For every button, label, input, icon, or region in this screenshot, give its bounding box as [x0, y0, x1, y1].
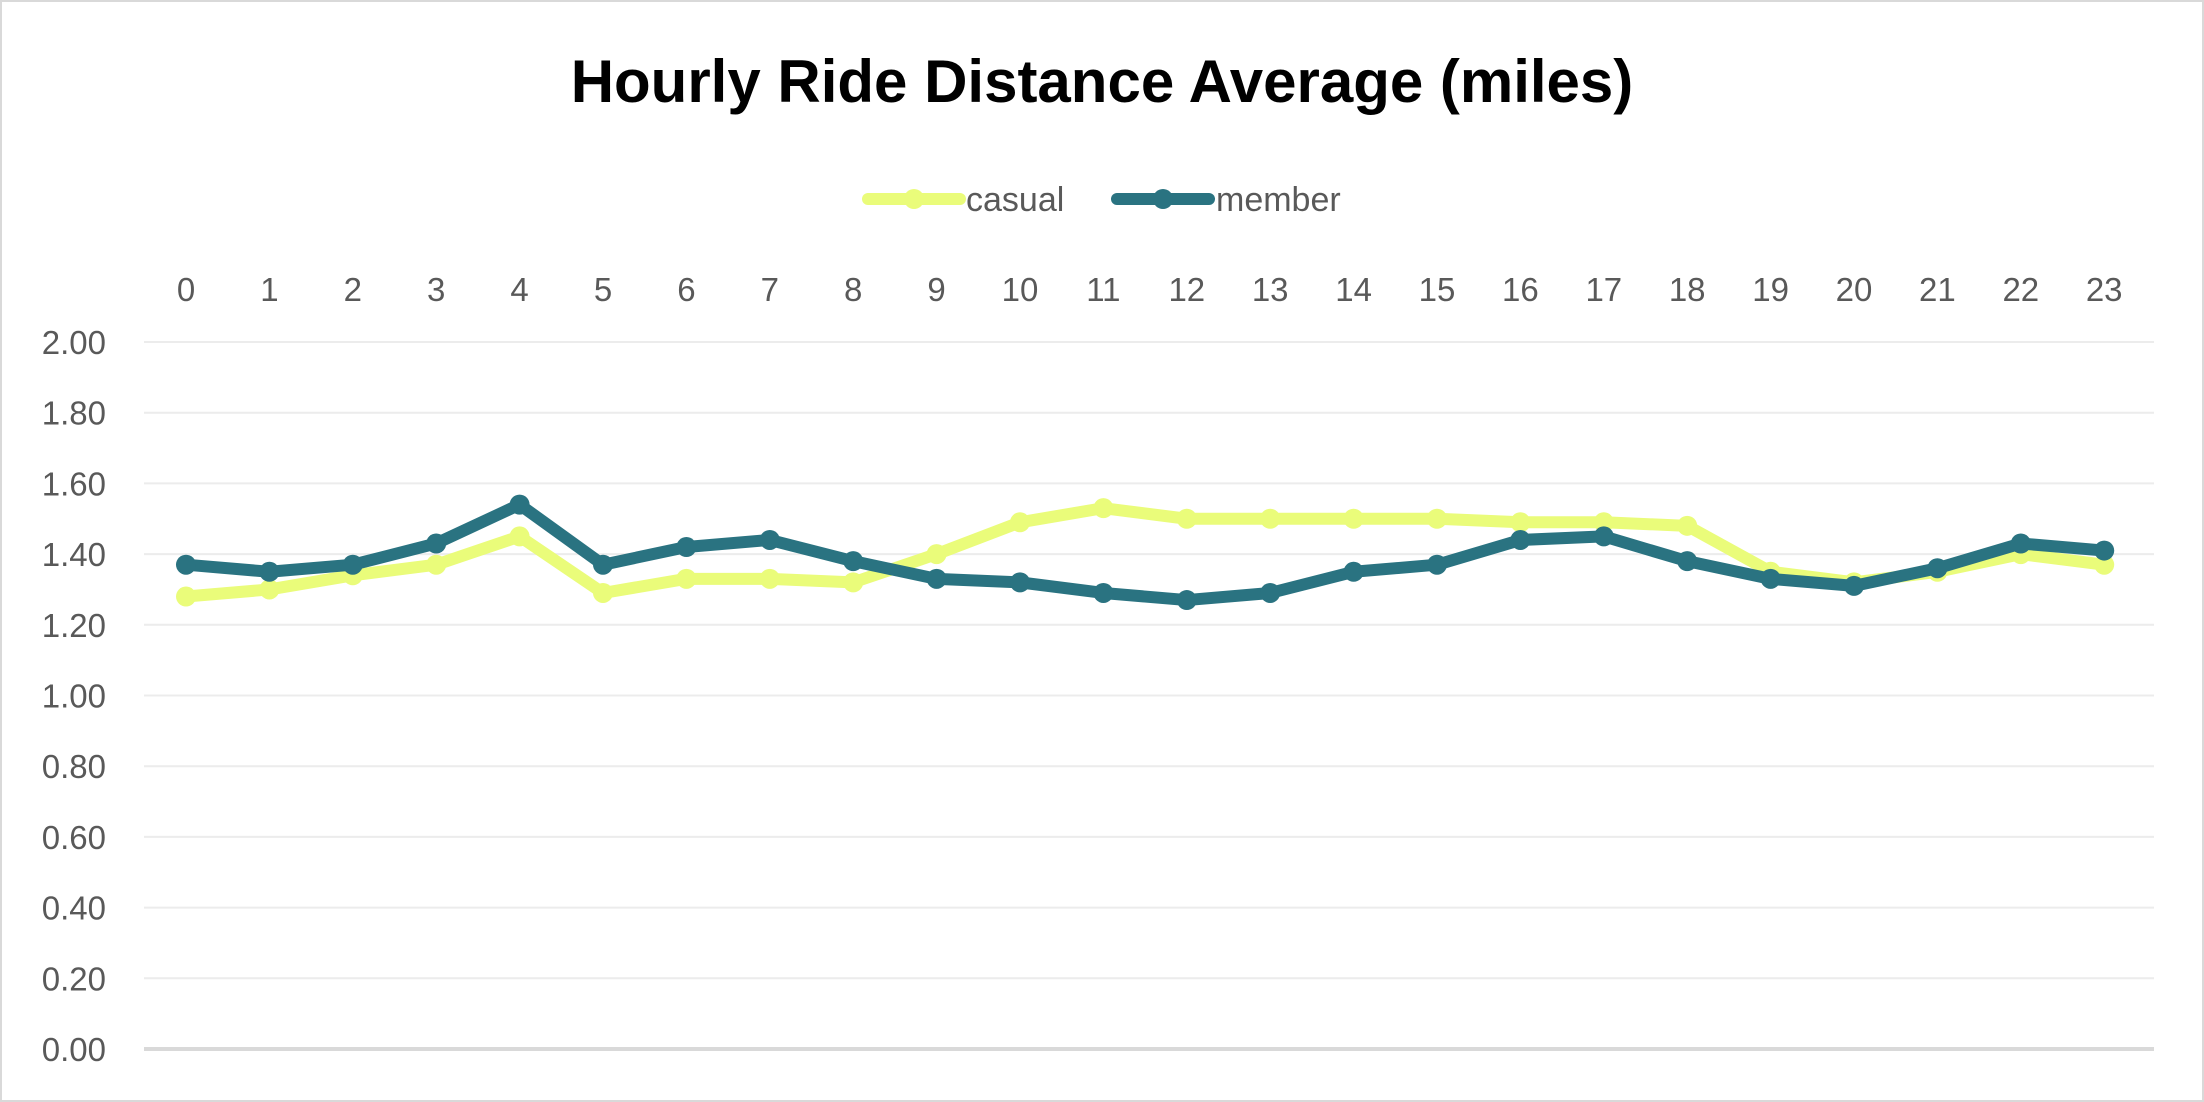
- y-tick-label: 0.40: [42, 890, 106, 927]
- data-point-member: [1427, 554, 1447, 575]
- data-point-member: [176, 554, 196, 575]
- legend-item-casual: casual: [862, 181, 1064, 219]
- legend-label: member: [1216, 181, 1341, 219]
- data-point-member: [1510, 529, 1531, 550]
- data-point-member: [1760, 568, 1781, 589]
- data-point-casual: [843, 572, 864, 593]
- data-point-casual: [1260, 508, 1281, 529]
- x-tick-label: 11: [1086, 271, 1120, 308]
- x-tick-label: 23: [2086, 271, 2123, 308]
- data-point-member: [342, 554, 363, 575]
- x-tick-label: 2: [344, 271, 362, 308]
- data-point-member: [1593, 526, 1614, 547]
- data-point-casual: [1093, 498, 1114, 519]
- data-point-casual: [2094, 554, 2115, 575]
- gridlines: [144, 341, 2154, 1051]
- data-point-member: [676, 537, 697, 558]
- x-tick-label: 16: [1502, 271, 1539, 308]
- data-point-member: [1176, 590, 1197, 611]
- data-point-casual: [509, 526, 530, 547]
- x-tick-label: 20: [1836, 271, 1873, 308]
- x-tick-label: 6: [677, 271, 695, 308]
- data-point-member: [509, 494, 530, 515]
- data-point-member: [1093, 582, 1114, 603]
- y-tick-label: 1.80: [42, 395, 106, 432]
- data-point-casual: [1677, 515, 1698, 536]
- x-tick-label: 5: [594, 271, 612, 308]
- x-axis: 0 1 2 3 4 5 6 7 8 9 10 11 12 13 14 15 16 17 18 19 20 21 22 23: [177, 271, 2123, 308]
- data-point-member: [1844, 575, 1864, 596]
- series-casual: [176, 498, 2115, 607]
- data-point-member: [1343, 561, 1364, 582]
- y-tick-label: 0.60: [42, 819, 106, 856]
- y-tick-label: 2.00: [42, 324, 106, 361]
- data-point-casual: [1593, 512, 1614, 533]
- data-point-casual: [676, 568, 697, 589]
- data-point-casual: [1427, 508, 1447, 529]
- y-tick-label: 1.60: [42, 465, 106, 502]
- x-tick-label: 1: [260, 271, 278, 308]
- x-tick-label: 13: [1252, 271, 1289, 308]
- data-point-member: [259, 561, 280, 582]
- data-point-member: [593, 554, 613, 575]
- data-point-member: [2010, 533, 2031, 554]
- series-line-member: [180, 498, 2111, 607]
- series-layer: [176, 494, 2115, 611]
- x-tick-label: 18: [1669, 271, 1706, 308]
- data-point-casual: [1343, 508, 1364, 529]
- data-point-casual: [759, 568, 780, 589]
- data-point-member: [926, 568, 947, 589]
- y-tick-label: 0.20: [42, 960, 106, 997]
- x-tick-label: 22: [2002, 271, 2039, 308]
- x-tick-label: 10: [1002, 271, 1039, 308]
- data-point-member: [2094, 540, 2115, 561]
- data-point-casual: [1510, 512, 1531, 533]
- data-point-casual: [1010, 512, 1030, 533]
- x-tick-label: 4: [510, 271, 528, 308]
- x-tick-label: 9: [927, 271, 945, 308]
- x-tick-label: 15: [1419, 271, 1456, 308]
- chart-title: Hourly Ride Distance Average (miles): [571, 48, 1634, 115]
- x-tick-label: 21: [1919, 271, 1956, 308]
- x-tick-label: 19: [1752, 271, 1789, 308]
- data-point-casual: [926, 544, 947, 565]
- data-point-member: [1010, 572, 1030, 593]
- series-member: [176, 494, 2115, 611]
- legend-swatch-marker: [904, 189, 924, 209]
- data-point-member: [1927, 558, 1948, 579]
- legend-swatch-marker: [1153, 189, 1173, 209]
- data-point-casual: [426, 554, 447, 575]
- data-point-member: [843, 551, 864, 572]
- x-tick-label: 0: [177, 271, 195, 308]
- x-tick-label: 7: [761, 271, 779, 308]
- legend-label: casual: [966, 181, 1064, 219]
- data-point-member: [1260, 582, 1281, 603]
- x-tick-label: 3: [427, 271, 445, 308]
- x-tick-label: 8: [844, 271, 862, 308]
- y-axis: 0.00 0.20 0.40 0.60 0.80 1.00 1.20 1.40 1.60 1.80…: [42, 324, 106, 1068]
- x-tick-label: 17: [1585, 271, 1622, 308]
- x-tick-label: 14: [1335, 271, 1372, 308]
- y-tick-label: 0.00: [42, 1031, 106, 1068]
- data-point-member: [426, 533, 447, 554]
- legend-item-member: member: [1111, 181, 1341, 219]
- data-point-member: [1677, 551, 1698, 572]
- data-point-casual: [259, 579, 280, 600]
- legend: casual member: [862, 181, 1341, 219]
- data-point-member: [759, 529, 780, 550]
- data-point-casual: [176, 586, 196, 607]
- series-line-casual: [180, 502, 2111, 603]
- data-point-casual: [593, 582, 613, 603]
- y-tick-label: 1.20: [42, 607, 106, 644]
- y-tick-label: 0.80: [42, 748, 106, 785]
- x-tick-label: 12: [1168, 271, 1205, 308]
- data-point-casual: [1176, 508, 1197, 529]
- y-tick-label: 1.00: [42, 678, 106, 715]
- y-tick-label: 1.40: [42, 536, 106, 573]
